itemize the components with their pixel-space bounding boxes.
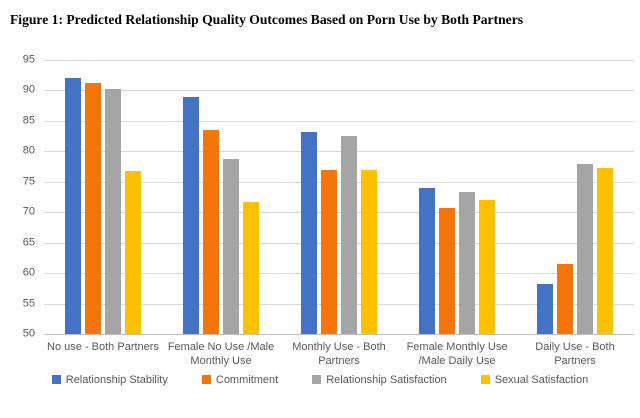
bar-sexual-satisfaction (125, 171, 141, 334)
bar-sexual-satisfaction (479, 200, 495, 334)
y-tick-label: 75 (22, 175, 35, 188)
legend-label: Commitment (215, 373, 279, 386)
gridline (44, 60, 634, 61)
y-tick-label: 85 (22, 114, 35, 127)
bar-relationship-satisfaction (341, 136, 357, 334)
y-tick-label: 60 (22, 266, 35, 279)
gridline (44, 151, 634, 153)
legend-item: Commitment (201, 373, 279, 386)
bar-sexual-satisfaction (361, 169, 377, 334)
bar-commitment (203, 130, 219, 334)
bar-relationship-stability (65, 78, 81, 334)
bar-group (162, 60, 280, 334)
gridline (44, 242, 634, 244)
legend-swatch-icon (51, 375, 61, 385)
bar-groups (44, 60, 634, 334)
gridline (44, 303, 634, 305)
x-category-label: Daily Use - Both Partners (535, 341, 615, 368)
x-category-label: Female No Use /Male Monthly Use (167, 341, 275, 368)
legend-item: Sexual Satisfaction (480, 373, 589, 386)
gridline (44, 273, 634, 275)
bar-group (398, 60, 516, 334)
bar-commitment (321, 169, 337, 334)
bar-group (280, 60, 398, 334)
legend-label: Relationship Stability (65, 373, 168, 386)
bar-chart: 95 90 85 80 75 70 65 60 55 50 No use - B… (0, 54, 640, 386)
x-category-label: Monthly Use - Both Partners (292, 341, 386, 368)
legend-label: Sexual Satisfaction (494, 373, 589, 386)
legend-swatch-icon (312, 375, 322, 385)
bar-relationship-satisfaction (459, 192, 475, 334)
legend-label: Relationship Satisfaction (326, 373, 447, 386)
y-tick-label: 95 (22, 53, 35, 66)
bar-sexual-satisfaction (597, 167, 613, 334)
bar-relationship-stability (301, 131, 317, 334)
gridline (44, 334, 634, 335)
bar-sexual-satisfaction (243, 201, 259, 334)
bar-group (44, 60, 162, 334)
y-tick-label: 50 (22, 327, 35, 340)
y-tick-label: 55 (22, 297, 35, 310)
bar-relationship-stability (183, 96, 199, 334)
legend-swatch-icon (480, 375, 490, 385)
y-tick-label: 80 (22, 144, 35, 157)
bar-relationship-satisfaction (105, 89, 121, 334)
bar-group (516, 60, 634, 334)
legend-item: Relationship Satisfaction (312, 373, 447, 386)
bar-commitment (439, 207, 455, 334)
bar-relationship-stability (537, 284, 553, 334)
bar-relationship-satisfaction (577, 163, 593, 334)
x-category-label: Female Monthly Use /Male Daily Use (406, 341, 508, 368)
gridline (44, 181, 634, 183)
legend-swatch-icon (201, 375, 211, 385)
bar-commitment (557, 263, 573, 334)
figure-title: Figure 1: Predicted Relationship Quality… (10, 12, 524, 27)
x-category-label: No use - Both Partners (47, 341, 159, 353)
legend: Relationship Stability Commitment Relati… (0, 374, 640, 386)
x-axis: No use - Both Partners Female No Use /Ma… (44, 340, 634, 369)
legend-item: Relationship Stability (51, 373, 168, 386)
y-tick-label: 65 (22, 236, 35, 249)
plot-area (44, 60, 634, 335)
bar-relationship-stability (419, 187, 435, 334)
bar-relationship-satisfaction (223, 159, 239, 334)
gridline (44, 90, 634, 92)
y-tick-label: 90 (22, 83, 35, 96)
gridline (44, 212, 634, 214)
y-axis: 95 90 85 80 75 70 65 60 55 50 (0, 54, 44, 339)
gridline (44, 120, 634, 122)
bar-commitment (85, 82, 101, 334)
y-tick-label: 70 (22, 205, 35, 218)
